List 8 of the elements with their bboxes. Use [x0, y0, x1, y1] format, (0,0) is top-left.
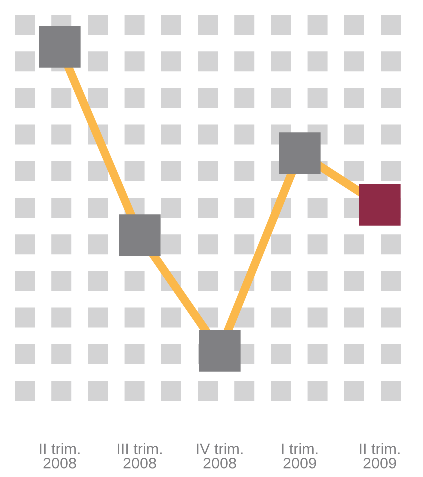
x-tick-label: III trim. 2008	[118, 443, 162, 469]
point	[119, 214, 161, 256]
point	[279, 132, 321, 174]
x-tick-label: II trim. 2008	[40, 443, 80, 469]
x-tick-label: I trim. 2009	[282, 443, 318, 469]
point	[359, 184, 401, 226]
x-tick-label: II trim. 2009	[360, 443, 400, 469]
x-tick-label: IV trim. 2008	[197, 443, 243, 469]
